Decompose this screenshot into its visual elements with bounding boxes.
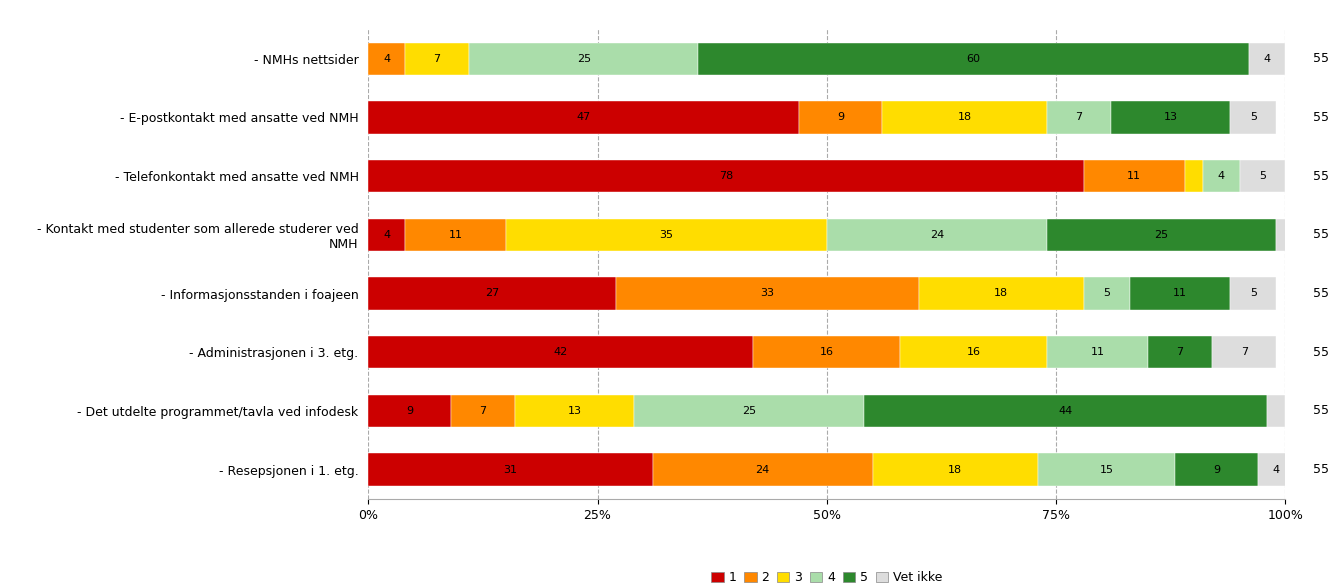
Bar: [828, 218, 1047, 251]
Bar: [506, 218, 828, 251]
Bar: [368, 218, 404, 251]
Bar: [1111, 101, 1231, 133]
Bar: [368, 336, 754, 369]
Bar: [1047, 336, 1148, 369]
Bar: [516, 394, 635, 427]
Text: 25: 25: [742, 406, 757, 416]
Text: 11: 11: [1090, 347, 1105, 357]
Text: 42: 42: [554, 347, 568, 357]
Bar: [1231, 101, 1276, 133]
Text: 55: 55: [1314, 111, 1328, 124]
Text: 5: 5: [1249, 288, 1257, 299]
Text: 24: 24: [755, 464, 770, 475]
Text: 7: 7: [1075, 112, 1083, 123]
Bar: [652, 453, 873, 486]
Bar: [368, 43, 404, 75]
Bar: [635, 394, 864, 427]
Text: 55: 55: [1314, 228, 1328, 241]
Bar: [699, 43, 1249, 75]
Text: 13: 13: [568, 406, 581, 416]
Text: 7: 7: [1241, 347, 1248, 357]
Text: 55: 55: [1314, 170, 1328, 183]
Text: 55: 55: [1314, 404, 1328, 417]
Bar: [1231, 277, 1276, 309]
Text: 47: 47: [577, 112, 590, 123]
Bar: [368, 394, 451, 427]
Text: 5: 5: [1103, 288, 1110, 299]
Text: 18: 18: [994, 288, 1008, 299]
Bar: [1148, 336, 1212, 369]
Text: 25: 25: [1154, 230, 1169, 240]
Bar: [1202, 160, 1240, 192]
Bar: [451, 394, 516, 427]
Bar: [404, 43, 469, 75]
Text: 15: 15: [1099, 464, 1114, 475]
Bar: [1083, 277, 1130, 309]
Text: 55: 55: [1314, 463, 1328, 476]
Bar: [368, 277, 616, 309]
Text: 16: 16: [819, 347, 834, 357]
Text: 5: 5: [1249, 112, 1257, 123]
Text: 9: 9: [406, 406, 412, 416]
Bar: [1083, 160, 1185, 192]
Bar: [469, 43, 699, 75]
Text: 16: 16: [967, 347, 980, 357]
Text: 5: 5: [1259, 171, 1265, 181]
Text: 4: 4: [1217, 171, 1225, 181]
Text: 4: 4: [383, 53, 390, 64]
Text: 44: 44: [1058, 406, 1073, 416]
Text: 13: 13: [1164, 112, 1178, 123]
Bar: [882, 101, 1047, 133]
Legend: 1, 2, 3, 4, 5, Vet ikke: 1, 2, 3, 4, 5, Vet ikke: [706, 566, 948, 587]
Text: 33: 33: [761, 288, 774, 299]
Text: 55: 55: [1314, 52, 1328, 65]
Text: 4: 4: [383, 230, 390, 240]
Bar: [864, 394, 1267, 427]
Bar: [1276, 218, 1295, 251]
Text: 18: 18: [957, 112, 972, 123]
Text: 11: 11: [449, 230, 462, 240]
Text: 60: 60: [967, 53, 980, 64]
Bar: [368, 453, 652, 486]
Bar: [900, 336, 1047, 369]
Bar: [1130, 277, 1231, 309]
Bar: [1047, 218, 1276, 251]
Bar: [1176, 453, 1257, 486]
Text: 24: 24: [929, 230, 944, 240]
Text: 7: 7: [434, 53, 441, 64]
Text: 11: 11: [1173, 288, 1186, 299]
Bar: [1212, 336, 1276, 369]
Text: 4: 4: [1272, 464, 1280, 475]
Bar: [1267, 394, 1285, 427]
Text: 25: 25: [577, 53, 590, 64]
Bar: [1185, 160, 1202, 192]
Bar: [1047, 101, 1111, 133]
Text: 7: 7: [1177, 347, 1184, 357]
Bar: [1038, 453, 1176, 486]
Text: 7: 7: [479, 406, 486, 416]
Bar: [919, 277, 1083, 309]
Bar: [616, 277, 919, 309]
Text: 4: 4: [1264, 53, 1271, 64]
Text: 9: 9: [837, 112, 844, 123]
Bar: [368, 160, 1083, 192]
Text: 9: 9: [1213, 464, 1220, 475]
Text: 11: 11: [1127, 171, 1141, 181]
Bar: [1240, 160, 1285, 192]
Bar: [799, 101, 882, 133]
Text: 78: 78: [719, 171, 732, 181]
Bar: [754, 336, 900, 369]
Text: 35: 35: [659, 230, 674, 240]
Bar: [404, 218, 506, 251]
Text: 18: 18: [948, 464, 963, 475]
Bar: [873, 453, 1038, 486]
Text: 31: 31: [503, 464, 517, 475]
Text: 55: 55: [1314, 346, 1328, 359]
Text: 27: 27: [485, 288, 499, 299]
Text: 55: 55: [1314, 287, 1328, 300]
Bar: [1249, 43, 1285, 75]
Bar: [368, 101, 799, 133]
Bar: [1257, 453, 1295, 486]
